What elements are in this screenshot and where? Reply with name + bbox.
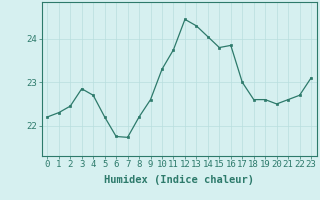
X-axis label: Humidex (Indice chaleur): Humidex (Indice chaleur)	[104, 175, 254, 185]
